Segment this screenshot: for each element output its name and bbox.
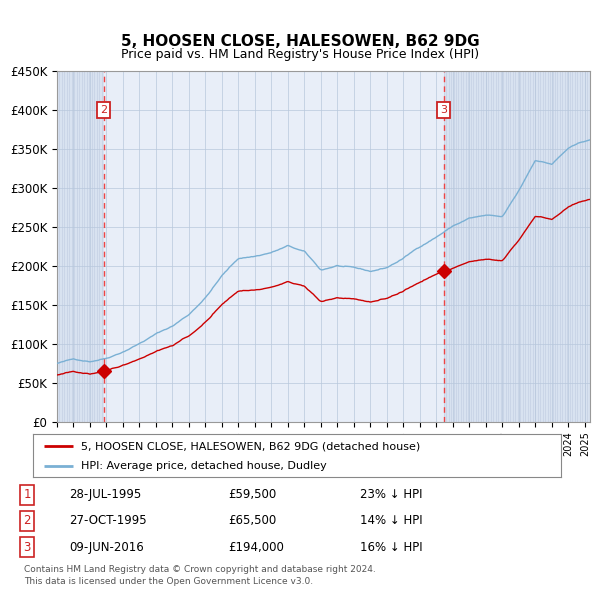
HPI: Average price, detached house, Dudley: (2.02e+03, 3.35e+05): Average price, detached house, Dudley: (… <box>532 157 539 164</box>
5, HOOSEN CLOSE, HALESOWEN, B62 9DG (detached house) <box>587 196 594 203</box>
HPI: Average price, detached house, Dudley: (2.01e+03, 2.19e+05): Average price, detached house, Dudley: (… <box>299 247 306 254</box>
Text: HPI: Average price, detached house, Dudley: HPI: Average price, detached house, Dudl… <box>80 461 326 471</box>
Text: 28-JUL-1995: 28-JUL-1995 <box>69 489 141 502</box>
Bar <box>443 71 590 422</box>
5, HOOSEN CLOSE, HALESOWEN, B62 9DG (detached house) <box>182 334 189 341</box>
HPI: Average price, detached house, Dudley: (1.99e+03, 7.5e+04): Average price, detached house, Dudley: (… <box>53 360 61 367</box>
Text: 5, HOOSEN CLOSE, HALESOWEN, B62 9DG (detached house): 5, HOOSEN CLOSE, HALESOWEN, B62 9DG (det… <box>80 441 420 451</box>
Text: 2: 2 <box>23 514 31 527</box>
Text: £65,500: £65,500 <box>228 514 276 527</box>
HPI: Average price, detached house, Dudley: (2e+03, 1.34e+05): Average price, detached house, Dudley: (… <box>182 313 189 320</box>
Bar <box>57 71 104 422</box>
Text: Price paid vs. HM Land Registry's House Price Index (HPI): Price paid vs. HM Land Registry's House … <box>121 48 479 61</box>
Text: 3: 3 <box>23 540 31 553</box>
Text: 5, HOOSEN CLOSE, HALESOWEN, B62 9DG: 5, HOOSEN CLOSE, HALESOWEN, B62 9DG <box>121 34 479 49</box>
5, HOOSEN CLOSE, HALESOWEN, B62 9DG (detached house) <box>537 213 544 220</box>
HPI: Average price, detached house, Dudley: (2.02e+03, 3.34e+05): Average price, detached house, Dudley: (… <box>537 158 544 165</box>
Text: 23% ↓ HPI: 23% ↓ HPI <box>360 489 422 502</box>
Text: £194,000: £194,000 <box>228 540 284 553</box>
HPI: Average price, detached house, Dudley: (2.03e+03, 3.62e+05): Average price, detached house, Dudley: (… <box>587 136 594 143</box>
5, HOOSEN CLOSE, HALESOWEN, B62 9DG (detached house) <box>314 295 321 302</box>
HPI: Average price, detached house, Dudley: (2.01e+03, 2.04e+05): Average price, detached house, Dudley: (… <box>311 259 319 266</box>
HPI: Average price, detached house, Dudley: (2.01e+03, 1.99e+05): Average price, detached house, Dudley: (… <box>314 263 321 270</box>
Text: 1: 1 <box>23 489 31 502</box>
Line: 5, HOOSEN CLOSE, HALESOWEN, B62 9DG (detached house): 5, HOOSEN CLOSE, HALESOWEN, B62 9DG (det… <box>57 199 590 375</box>
Text: 14% ↓ HPI: 14% ↓ HPI <box>360 514 422 527</box>
Text: Contains HM Land Registry data © Crown copyright and database right 2024.
This d: Contains HM Land Registry data © Crown c… <box>24 565 376 586</box>
5, HOOSEN CLOSE, HALESOWEN, B62 9DG (detached house) <box>311 292 319 299</box>
Line: HPI: Average price, detached house, Dudley: HPI: Average price, detached house, Dudl… <box>57 140 590 363</box>
Text: 27-OCT-1995: 27-OCT-1995 <box>69 514 146 527</box>
Text: £59,500: £59,500 <box>228 489 276 502</box>
Text: 3: 3 <box>440 105 447 115</box>
Text: 09-JUN-2016: 09-JUN-2016 <box>69 540 144 553</box>
5, HOOSEN CLOSE, HALESOWEN, B62 9DG (detached house) <box>532 213 539 220</box>
5, HOOSEN CLOSE, HALESOWEN, B62 9DG (detached house) <box>299 282 306 289</box>
Text: 16% ↓ HPI: 16% ↓ HPI <box>360 540 422 553</box>
5, HOOSEN CLOSE, HALESOWEN, B62 9DG (detached house) <box>53 372 61 379</box>
Text: 2: 2 <box>100 105 107 115</box>
